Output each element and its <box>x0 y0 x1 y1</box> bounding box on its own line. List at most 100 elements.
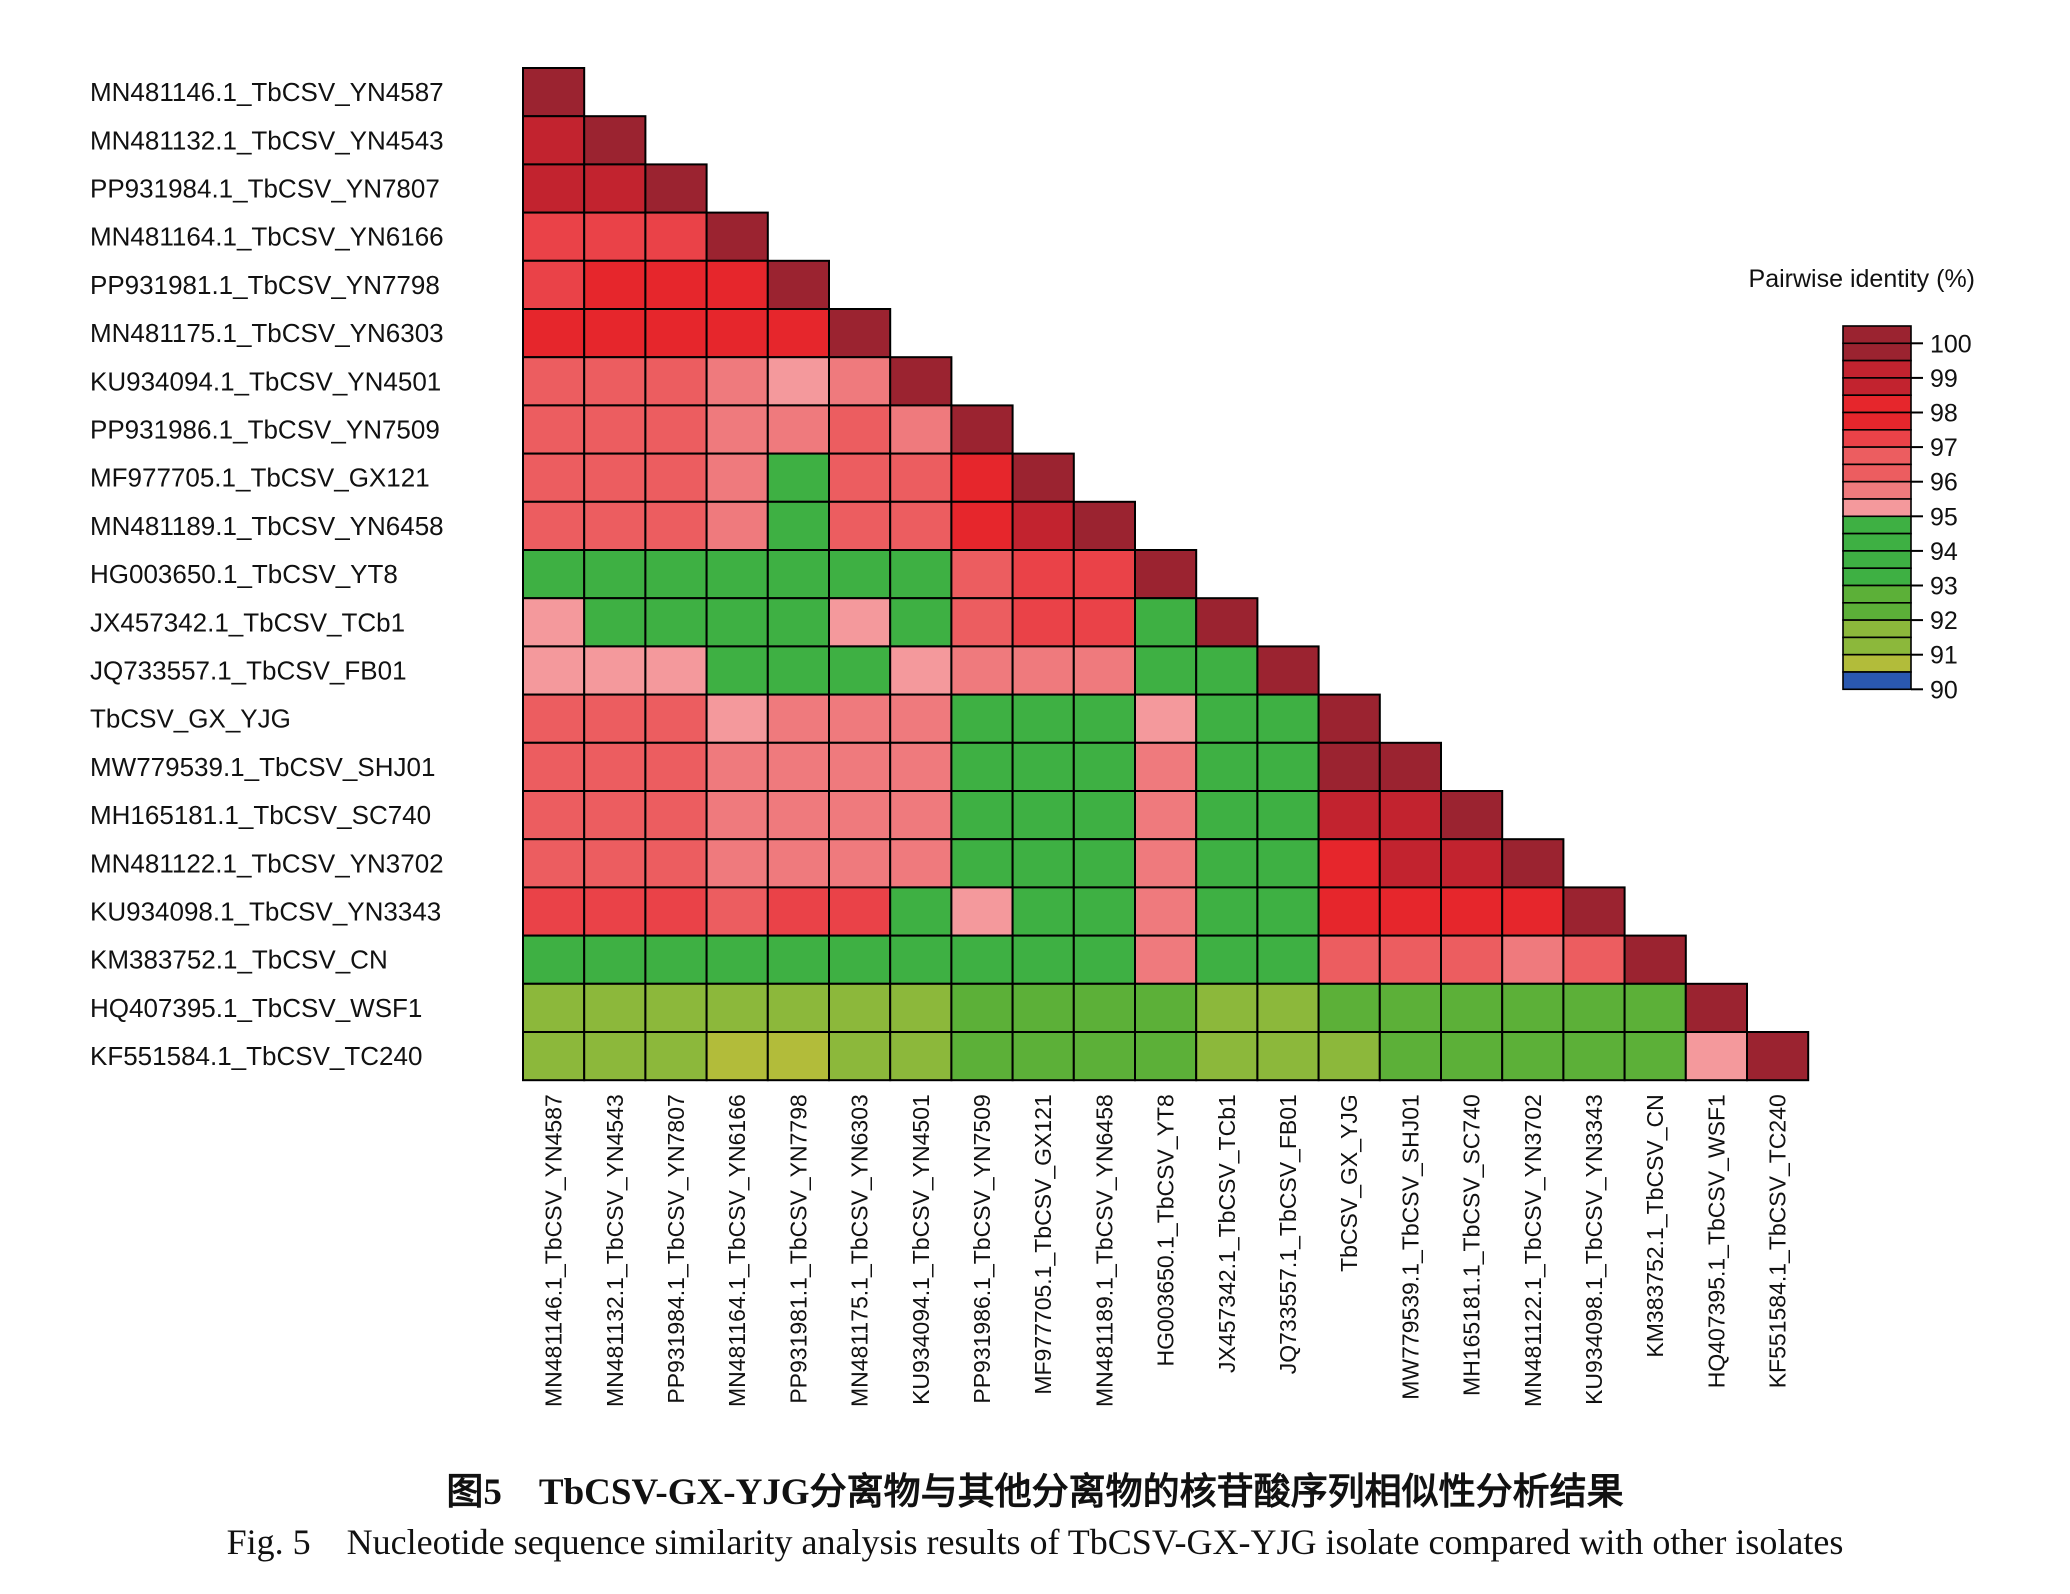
heatmap-cell-14-6 <box>889 741 953 792</box>
heatmap-cell-17-17 <box>1562 886 1626 937</box>
heatmap-cell-3-1 <box>583 211 647 262</box>
heatmap-cell-13-3 <box>705 693 769 744</box>
heatmap-cell-16-11 <box>1195 838 1259 889</box>
heatmap-cell-8-1 <box>583 452 647 503</box>
legend-color-bar <box>1842 325 1912 691</box>
legend-tick-label: 91 <box>1930 642 1958 670</box>
heatmap-cell-10-0 <box>522 549 586 600</box>
heatmap-cell-9-9 <box>1072 500 1137 551</box>
legend-tick-label: 90 <box>1930 676 1958 704</box>
heatmap-cell-18-6 <box>889 934 953 985</box>
legend-swatch <box>1842 619 1912 639</box>
column-label: JQ733557.1_TbCSV_FB01 <box>1275 1094 1301 1374</box>
heatmap-cell-15-2 <box>644 790 708 841</box>
heatmap-chart: MN481146.1_TbCSV_YN4587 MN481132.1_TbCSV_… <box>90 67 1975 1407</box>
heatmap-cell-17-13 <box>1317 886 1381 937</box>
legend-swatch <box>1842 636 1912 656</box>
column-label: MN481189.1_TbCSV_YN6458 <box>1091 1094 1117 1407</box>
row-label: MW779539.1_TbCSV_SHJ01 <box>90 752 435 782</box>
heatmap-cell-16-9 <box>1072 838 1137 889</box>
heatmap-cell-16-13 <box>1317 838 1381 889</box>
heatmap-cell-12-3 <box>705 645 769 696</box>
heatmap-cell-20-0 <box>522 1031 586 1082</box>
heatmap-cell-10-9 <box>1072 549 1137 600</box>
heatmap-cell-16-3 <box>705 838 769 889</box>
heatmap-cell-16-15 <box>1440 838 1504 889</box>
heatmap-cell-20-7 <box>950 1031 1014 1082</box>
heatmap-cell-7-3 <box>705 404 769 455</box>
heatmap-cell-4-4 <box>766 259 830 310</box>
column-label: HG003650.1_TbCSV_YT8 <box>1153 1094 1179 1366</box>
heatmap-cell-12-0 <box>522 645 586 696</box>
heatmap-cell-17-1 <box>583 886 647 937</box>
heatmap-cell-17-9 <box>1072 886 1137 937</box>
heatmap-cell-20-2 <box>644 1031 708 1082</box>
heatmap-cell-12-8 <box>1011 645 1075 696</box>
heatmap-cell-20-10 <box>1134 1031 1198 1082</box>
heatmap-cell-17-15 <box>1440 886 1504 937</box>
heatmap-cell-15-15 <box>1440 790 1504 841</box>
column-label: MH165181.1_TbCSV_SC740 <box>1459 1094 1485 1396</box>
heatmap-cell-11-8 <box>1011 597 1075 648</box>
heatmap-cell-11-5 <box>828 597 892 648</box>
heatmap-cell-10-2 <box>644 549 708 600</box>
heatmap-cell-9-0 <box>522 500 586 551</box>
heatmap-cell-5-1 <box>583 308 647 359</box>
heatmap-cell-2-0 <box>522 163 586 214</box>
heatmap-cell-2-1 <box>583 163 647 214</box>
row-label: PP931981.1_TbCSV_YN7798 <box>90 270 440 300</box>
heatmap-cell-12-1 <box>583 645 647 696</box>
heatmap-cell-15-9 <box>1072 790 1137 841</box>
column-labels: MN481146.1_TbCSV_YN4587 MN481132.1_TbCSV_… <box>541 1094 1791 1407</box>
heatmap-cell-12-7 <box>950 645 1014 696</box>
heatmap-cell-10-5 <box>828 549 892 600</box>
legend-swatch <box>1842 567 1912 587</box>
column-label: KM383752.1_TbCSV_CN <box>1642 1094 1668 1357</box>
heatmap-cell-9-5 <box>828 500 892 551</box>
heatmap-cell-11-1 <box>583 597 647 648</box>
heatmap-cell-14-10 <box>1134 741 1198 792</box>
heatmap-cell-20-18 <box>1623 1031 1687 1082</box>
heatmap-cell-11-7 <box>950 597 1014 648</box>
heatmap-cell-13-6 <box>889 693 953 744</box>
row-label: HG003650.1_TbCSV_YT8 <box>90 559 398 589</box>
heatmap-cell-19-19 <box>1684 982 1749 1033</box>
heatmap-cell-17-6 <box>889 886 953 937</box>
heatmap-cell-14-3 <box>705 741 769 792</box>
column-label: PP931981.1_TbCSV_YN7798 <box>785 1094 811 1403</box>
heatmap-cell-20-20 <box>1746 1031 1810 1082</box>
legend-swatch <box>1842 515 1912 535</box>
heatmap-cell-8-6 <box>889 452 953 503</box>
heatmap-cell-18-2 <box>644 934 708 985</box>
heatmap-cell-18-7 <box>950 934 1014 985</box>
heatmap-cell-19-1 <box>583 982 647 1033</box>
heatmap-cell-19-4 <box>766 982 830 1033</box>
heatmap-cell-18-12 <box>1256 934 1320 985</box>
heatmap-cell-8-5 <box>828 452 892 503</box>
heatmap-cell-9-3 <box>705 500 769 551</box>
heatmap-cell-19-17 <box>1562 982 1626 1033</box>
heatmap-cell-14-13 <box>1317 741 1381 792</box>
column-label: KF551584.1_TbCSV_TC240 <box>1765 1094 1791 1388</box>
heatmap-cell-18-17 <box>1562 934 1626 985</box>
legend-tick-label: 93 <box>1930 573 1958 601</box>
heatmap-cell-5-4 <box>766 308 830 359</box>
heatmap-cell-19-16 <box>1501 982 1565 1033</box>
row-label: MN481189.1_TbCSV_YN6458 <box>90 511 444 541</box>
column-label: PP931986.1_TbCSV_YN7509 <box>969 1094 995 1403</box>
column-label: KU934094.1_TbCSV_YN4501 <box>908 1094 934 1405</box>
heatmap-cell-18-15 <box>1440 934 1504 985</box>
heatmap-cell-19-8 <box>1011 982 1075 1033</box>
heatmap-cell-17-2 <box>644 886 708 937</box>
heatmap-cell-16-6 <box>889 838 953 889</box>
legend-tick-label: 100 <box>1930 330 1972 358</box>
heatmap-cell-16-16 <box>1501 838 1565 889</box>
heatmap-cell-10-3 <box>705 549 769 600</box>
row-label: MF977705.1_TbCSV_GX121 <box>90 463 430 493</box>
legend-swatch <box>1842 446 1912 466</box>
heatmap-cell-11-3 <box>705 597 769 648</box>
heatmap-cell-14-2 <box>644 741 708 792</box>
heatmap-cell-17-3 <box>705 886 769 937</box>
legend-swatch <box>1842 532 1912 552</box>
heatmap-cell-7-0 <box>522 404 586 455</box>
